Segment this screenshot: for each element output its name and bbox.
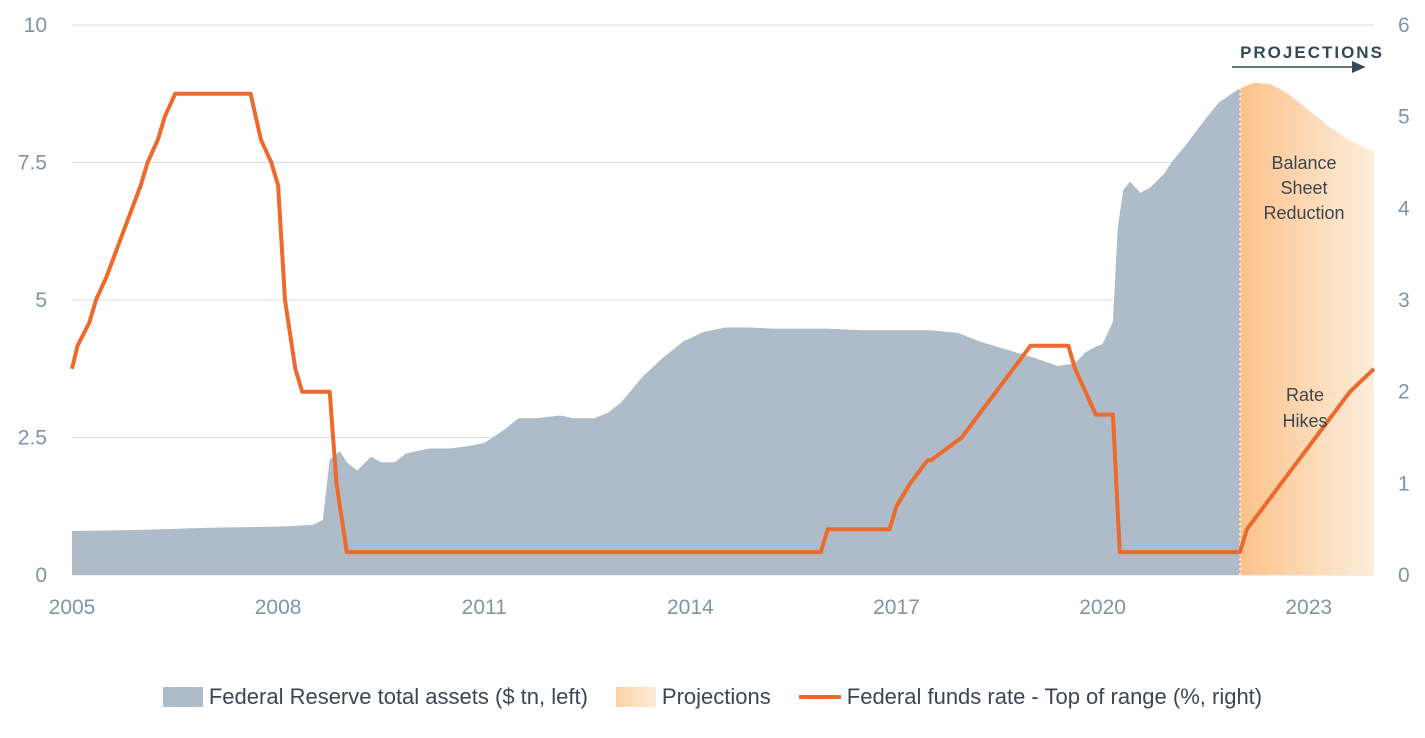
- legend-swatch-assets: [162, 687, 203, 707]
- y-left-tick-label: 0: [35, 564, 47, 587]
- x-tick-label: 2023: [1285, 596, 1332, 619]
- axis-layer: 0 2.5 5 7.5 10 0 1 2 3 4 5 6 2005 2008 2011 2014 2017 202…: [18, 14, 1410, 619]
- y-left-tick-label: 2.5: [18, 427, 47, 450]
- legend-item-assets: Federal Reserve total assets ($ tn, left…: [162, 684, 588, 710]
- y-right-tick-label: 4: [1398, 197, 1410, 220]
- legend: Federal Reserve total assets ($ tn, left…: [0, 684, 1425, 710]
- y-right-tick-label: 0: [1398, 564, 1410, 587]
- line-layer: [70, 91, 1376, 555]
- legend-label-rate: Federal funds rate - Top of range (%, ri…: [846, 684, 1263, 709]
- annotation-layer: PROJECTIONS Balance Sheet Reduction Rate…: [1232, 43, 1384, 431]
- y-left-tick-label: 7.5: [18, 152, 47, 175]
- y-right-tick-label: 3: [1398, 289, 1410, 312]
- legend-label-projections: Projections: [661, 684, 771, 709]
- x-tick-label: 2011: [462, 596, 507, 619]
- projection-area: [1240, 82, 1374, 576]
- balance-sheet-label-line1: Balance: [1271, 153, 1336, 173]
- legend-item-projections: Projections: [615, 684, 771, 710]
- legend-swatch-rate: [798, 695, 841, 699]
- x-tick-label: 2008: [255, 596, 302, 619]
- rate-line: [70, 91, 1376, 555]
- balance-sheet-label-line3: Reduction: [1263, 203, 1344, 223]
- legend-label-assets: Federal Reserve total assets ($ tn, left…: [208, 684, 588, 709]
- balance-sheet-label-line2: Sheet: [1280, 178, 1327, 198]
- legend-item-rate: Federal funds rate - Top of range (%, ri…: [798, 684, 1263, 710]
- y-right-tick-label: 2: [1398, 381, 1410, 404]
- rate-hikes-label-line2: Hikes: [1282, 411, 1327, 431]
- x-tick-label: 2014: [667, 596, 714, 619]
- y-right-tick-label: 5: [1398, 106, 1410, 129]
- y-right-tick-label: 1: [1398, 472, 1410, 495]
- y-right-tick-label: 6: [1398, 14, 1410, 37]
- assets-area: [72, 88, 1240, 576]
- y-left-tick-label: 5: [35, 289, 47, 312]
- x-tick-label: 2017: [873, 596, 920, 619]
- legend-swatch-projections: [615, 687, 656, 707]
- x-tick-label: 2005: [49, 596, 96, 619]
- x-tick-label: 2020: [1079, 596, 1126, 619]
- projections-header: PROJECTIONS: [1240, 43, 1384, 62]
- area-layer: [72, 82, 1374, 576]
- y-left-tick-label: 10: [24, 14, 47, 37]
- rate-hikes-label-line1: Rate: [1286, 385, 1324, 405]
